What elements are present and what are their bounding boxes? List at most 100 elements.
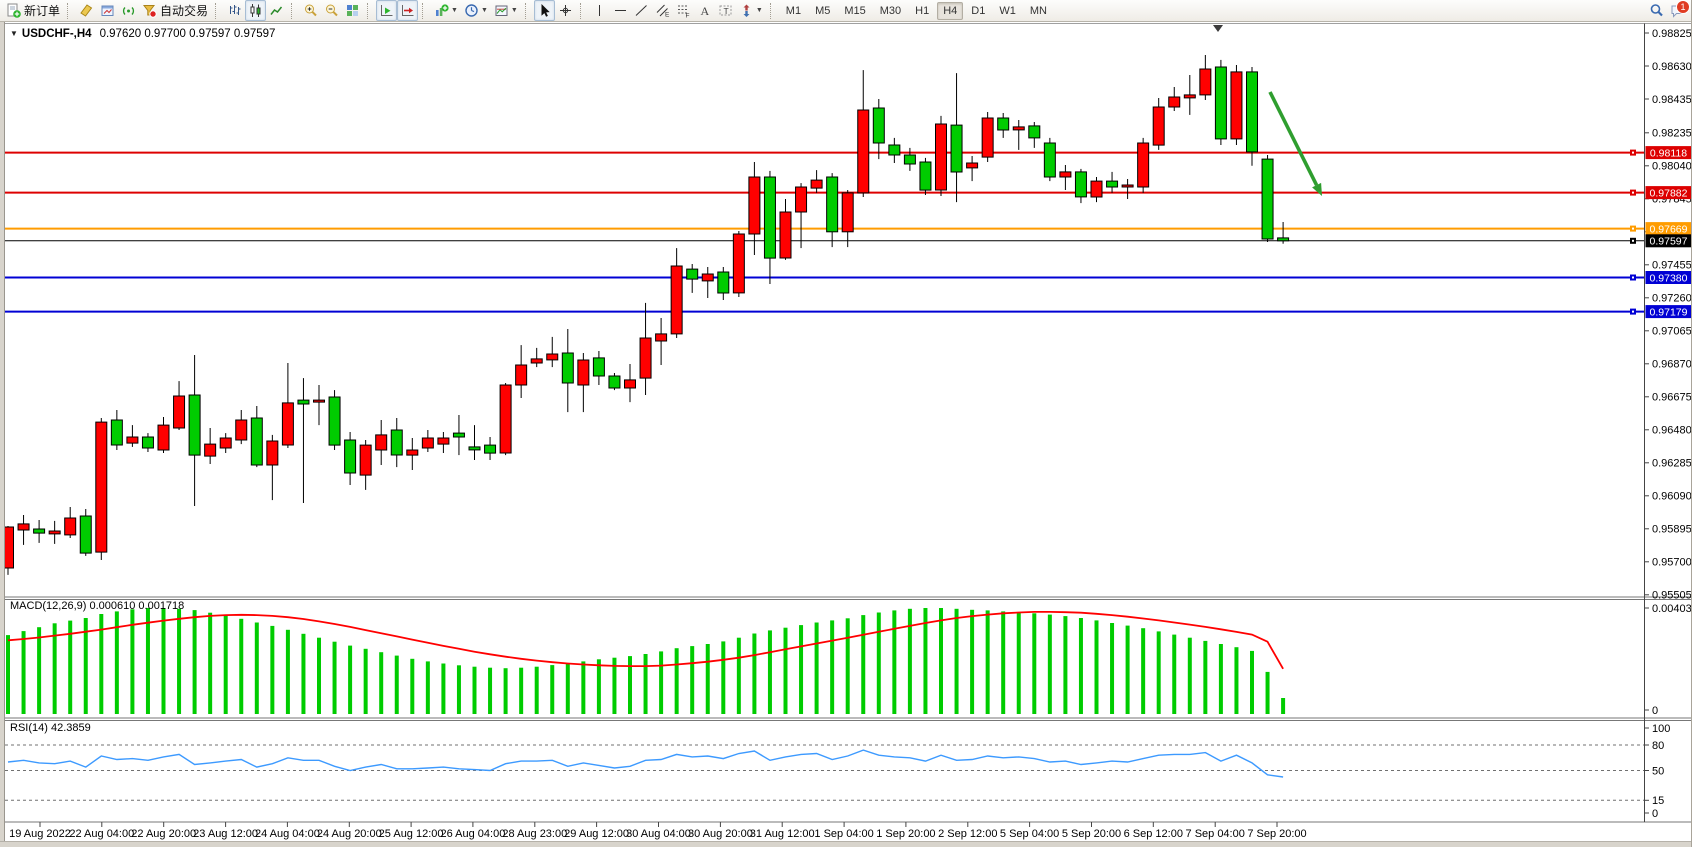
toolbar: 新订单 自动交易 ▼ ▼ ▼ E F A T ▼ M1 M5 M15 M30 H1 H4 D1 W1 MN 1 <box>0 0 1691 22</box>
svg-text:0.95505: 0.95505 <box>1652 590 1692 602</box>
chevron-down-icon: ▼ <box>510 7 518 14</box>
label-button[interactable]: T <box>715 0 736 21</box>
vertical-line-button[interactable] <box>589 0 610 21</box>
arrows-button[interactable]: ▼ <box>736 0 766 21</box>
svg-text:22 Aug 20:00: 22 Aug 20:00 <box>131 828 196 840</box>
cursor-icon <box>541 4 550 17</box>
svg-text:29 Aug 12:00: 29 Aug 12:00 <box>564 828 629 840</box>
svg-text:0.96480: 0.96480 <box>1652 425 1692 437</box>
chart-shift-marker[interactable] <box>1213 25 1223 32</box>
svg-text:T: T <box>723 6 728 16</box>
svg-text:0.98118: 0.98118 <box>1650 147 1687 159</box>
svg-text:0.00403: 0.00403 <box>1652 603 1692 615</box>
styler-button[interactable] <box>76 0 97 21</box>
zoom-in-icon <box>305 4 317 17</box>
toolbar-separator <box>367 2 372 19</box>
auto-scroll-button[interactable] <box>376 0 398 21</box>
templates-button[interactable]: ▼ <box>491 0 521 21</box>
window-left-edge <box>0 22 5 847</box>
timeframe-button-m30[interactable]: M30 <box>879 4 902 17</box>
indicators-button[interactable]: ▼ <box>431 0 461 21</box>
toolbar-separator <box>769 2 775 19</box>
line-chart-icon <box>270 6 283 15</box>
svg-text:0.96870: 0.96870 <box>1652 359 1692 371</box>
svg-text:100: 100 <box>1652 723 1670 735</box>
text-button[interactable]: A <box>694 0 715 21</box>
notifications-button[interactable]: 1 <box>1667 0 1690 21</box>
chevron-down-icon: ▼ <box>755 7 763 14</box>
crosshair-icon <box>559 5 571 16</box>
horizontal-line-button[interactable] <box>610 0 631 21</box>
crosshair-button[interactable] <box>555 0 576 21</box>
svg-text:0.97380: 0.97380 <box>1650 272 1688 284</box>
search-button[interactable] <box>1646 0 1667 21</box>
channel-button[interactable]: E <box>652 0 673 21</box>
timeframe-button-m1[interactable]: M1 <box>785 4 802 17</box>
trendline-icon <box>635 5 647 16</box>
timeframe-button-m5[interactable]: M5 <box>815 4 831 17</box>
svg-text:2 Sep 12:00: 2 Sep 12:00 <box>938 828 997 840</box>
timeframe-button-h1[interactable]: H1 <box>915 4 930 17</box>
timeframe-button-m15[interactable]: M15 <box>844 4 866 17</box>
fibonacci-button[interactable]: F <box>673 0 694 21</box>
auto-scroll-icon <box>381 5 393 16</box>
rsi-line <box>7 749 1284 778</box>
zoom-out-button[interactable] <box>321 0 342 21</box>
cursor-button[interactable] <box>533 0 555 21</box>
pane-splitters[interactable] <box>4 596 1692 823</box>
timeframe-button-w1[interactable]: W1 <box>999 4 1016 17</box>
text-a-icon: A <box>700 4 709 18</box>
svg-text:26 Aug 04:00: 26 Aug 04:00 <box>440 828 505 840</box>
trend-arrow[interactable] <box>1268 91 1322 196</box>
svg-text:0.97065: 0.97065 <box>1652 326 1692 338</box>
autotrading-button[interactable]: 自动交易 <box>139 0 211 21</box>
candlestick-icon <box>250 4 261 17</box>
bar-chart-icon <box>230 5 241 15</box>
bar-chart-button[interactable] <box>224 0 245 21</box>
chevron-down-icon: ▼ <box>480 7 488 14</box>
timeframe-button-mn[interactable]: MN <box>1029 4 1047 17</box>
notification-badge: 1 <box>1676 0 1690 14</box>
search-icon <box>1650 4 1663 17</box>
candles <box>2 55 1290 575</box>
chart-info-bar: ▼ USDCHF-,H4 0.97620 0.97700 0.97597 0.975… <box>10 28 275 40</box>
autotrading-icon <box>143 5 157 18</box>
periods-button[interactable]: ▼ <box>461 0 491 21</box>
indicators-icon <box>436 4 449 16</box>
timeframe-button-d1[interactable]: D1 <box>971 4 986 17</box>
ohlc-collapse-icon[interactable]: ▼ <box>10 29 18 38</box>
channel-icon: E <box>656 4 670 18</box>
svg-text:24 Aug 20:00: 24 Aug 20:00 <box>317 828 382 840</box>
new-order-button[interactable]: 新订单 <box>3 0 63 21</box>
svg-text:0.96090: 0.96090 <box>1652 491 1692 503</box>
svg-text:7 Sep 04:00: 7 Sep 04:00 <box>1186 828 1245 840</box>
signals-button[interactable] <box>118 0 139 21</box>
tile-windows-icon <box>347 5 359 16</box>
chart-shift-button[interactable] <box>397 0 419 21</box>
horizontal-line-objects[interactable] <box>5 151 1644 313</box>
crayon-icon <box>80 4 93 17</box>
fibo-icon: F <box>677 5 689 18</box>
price-axis[interactable]: 0.98825 0.98630 0.98435 0.98235 0.98040 0.978… <box>1644 23 1692 823</box>
candlestick-button[interactable] <box>245 0 267 21</box>
rsi-label: RSI(14) 42.3859 <box>10 722 91 734</box>
svg-text:23 Aug 12:00: 23 Aug 12:00 <box>193 828 258 840</box>
window-bottom-edge[interactable] <box>0 841 1691 847</box>
ohlc-values: 0.97620 0.97700 0.97597 0.97597 <box>99 28 276 40</box>
macd-label: MACD(12,26,9) 0.000610 0.001718 <box>10 600 185 612</box>
line-chart-button[interactable] <box>266 0 287 21</box>
svg-text:0: 0 <box>1652 705 1658 717</box>
trendline-button[interactable] <box>631 0 652 21</box>
svg-text:7 Sep 20:00: 7 Sep 20:00 <box>1247 828 1306 840</box>
svg-text:30 Aug 04:00: 30 Aug 04:00 <box>626 828 691 840</box>
svg-text:31 Aug 12:00: 31 Aug 12:00 <box>750 828 815 840</box>
new-order-icon <box>7 3 21 18</box>
timeframe-button-h4[interactable]: H4 <box>937 1 964 20</box>
tile-windows-button[interactable] <box>342 0 363 21</box>
zoom-in-button[interactable] <box>300 0 321 21</box>
new-chart-button[interactable] <box>97 0 118 21</box>
svg-text:0.96675: 0.96675 <box>1652 392 1692 404</box>
templates-icon <box>495 5 508 16</box>
